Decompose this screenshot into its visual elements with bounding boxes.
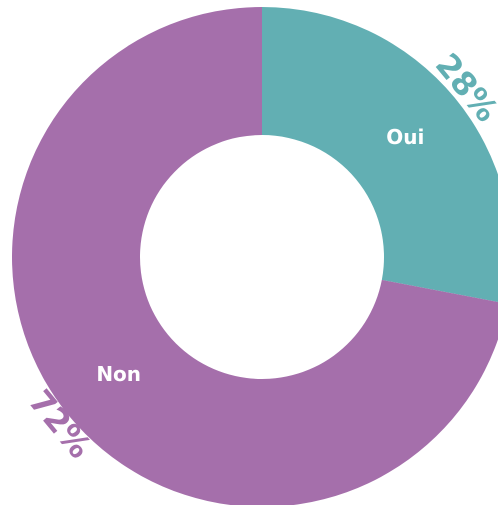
donut-slice [12, 7, 498, 505]
slice-label: Oui [386, 125, 424, 149]
donut-slice [262, 7, 498, 303]
slice-label: Non [96, 362, 141, 386]
